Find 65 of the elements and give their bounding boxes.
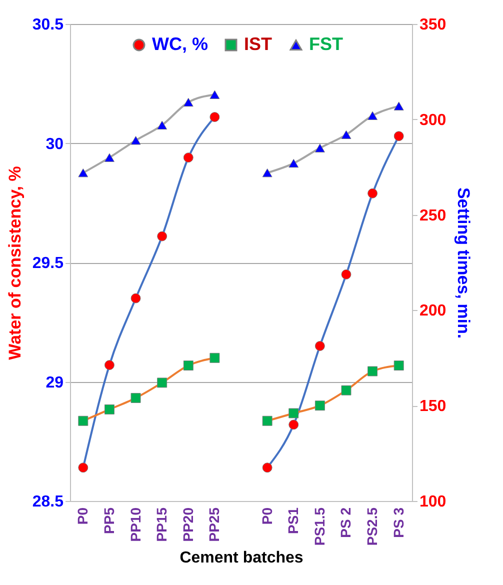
- x-tick-label: PP15: [154, 507, 170, 542]
- point: [314, 340, 325, 351]
- y-tick-label: 28.5: [32, 494, 64, 510]
- x-tick-label: PP5: [100, 507, 117, 534]
- point: [78, 168, 88, 178]
- point: [394, 102, 404, 110]
- point: [104, 404, 114, 414]
- point: [341, 385, 352, 396]
- point: [183, 360, 194, 371]
- point: [130, 392, 141, 403]
- legend-label: IST: [244, 34, 272, 54]
- y2-axis-title: Setting times, min.: [454, 187, 474, 339]
- point: [130, 136, 141, 145]
- x-tick-label: P0: [258, 507, 275, 525]
- point: [104, 153, 114, 162]
- legend-label: WC, %: [152, 34, 208, 54]
- point: [368, 366, 378, 376]
- point: [341, 269, 352, 280]
- point: [157, 120, 168, 130]
- y2-tick-label: 200: [420, 302, 446, 320]
- point: [262, 168, 272, 178]
- point: [78, 462, 88, 473]
- legend-label: FST: [309, 34, 343, 54]
- y2-tick-label: 150: [420, 398, 446, 416]
- point: [183, 98, 194, 107]
- point: [368, 111, 378, 120]
- point: [288, 408, 299, 418]
- point: [157, 378, 168, 388]
- point: [314, 144, 325, 152]
- point: [157, 231, 168, 242]
- x-axis-title: Cement batches: [180, 550, 304, 567]
- point: [288, 420, 299, 430]
- y2-tick-label: 300: [420, 112, 446, 129]
- x-tick-label: PS 2: [338, 507, 354, 538]
- x-tick-label: PS2.5: [364, 507, 380, 546]
- y-tick-label: 30.5: [32, 16, 64, 34]
- x-tick-label: PP20: [180, 507, 196, 542]
- x-tick-label: PS1: [285, 507, 302, 534]
- y2-tick-label: 350: [420, 16, 446, 34]
- point: [314, 400, 325, 411]
- point: [288, 158, 299, 168]
- y-tick-label: 30: [46, 136, 64, 153]
- y2-tick-label: 250: [420, 207, 446, 224]
- point: [78, 416, 88, 426]
- point: [183, 152, 194, 163]
- point: [262, 462, 272, 473]
- y2-tick-label: 100: [420, 494, 446, 510]
- y-tick-label: 29: [46, 374, 64, 392]
- point: [394, 360, 404, 371]
- x-tick-label: P0: [74, 507, 91, 525]
- point: [210, 352, 220, 363]
- x-tick-label: PS 3: [390, 507, 406, 538]
- point: [104, 360, 114, 370]
- point: [341, 130, 352, 140]
- point: [130, 293, 141, 304]
- y-tick-label: 29.5: [32, 255, 64, 272]
- point: [368, 188, 378, 198]
- point: [394, 131, 404, 142]
- point: [210, 90, 220, 99]
- y-axis-title: Water of consistency, %: [5, 166, 24, 360]
- x-tick-label: PP25: [206, 507, 222, 542]
- point: [262, 416, 272, 426]
- x-tick-label: PP10: [127, 507, 144, 542]
- x-tick-label: PS1.5: [311, 507, 328, 546]
- point: [210, 112, 220, 122]
